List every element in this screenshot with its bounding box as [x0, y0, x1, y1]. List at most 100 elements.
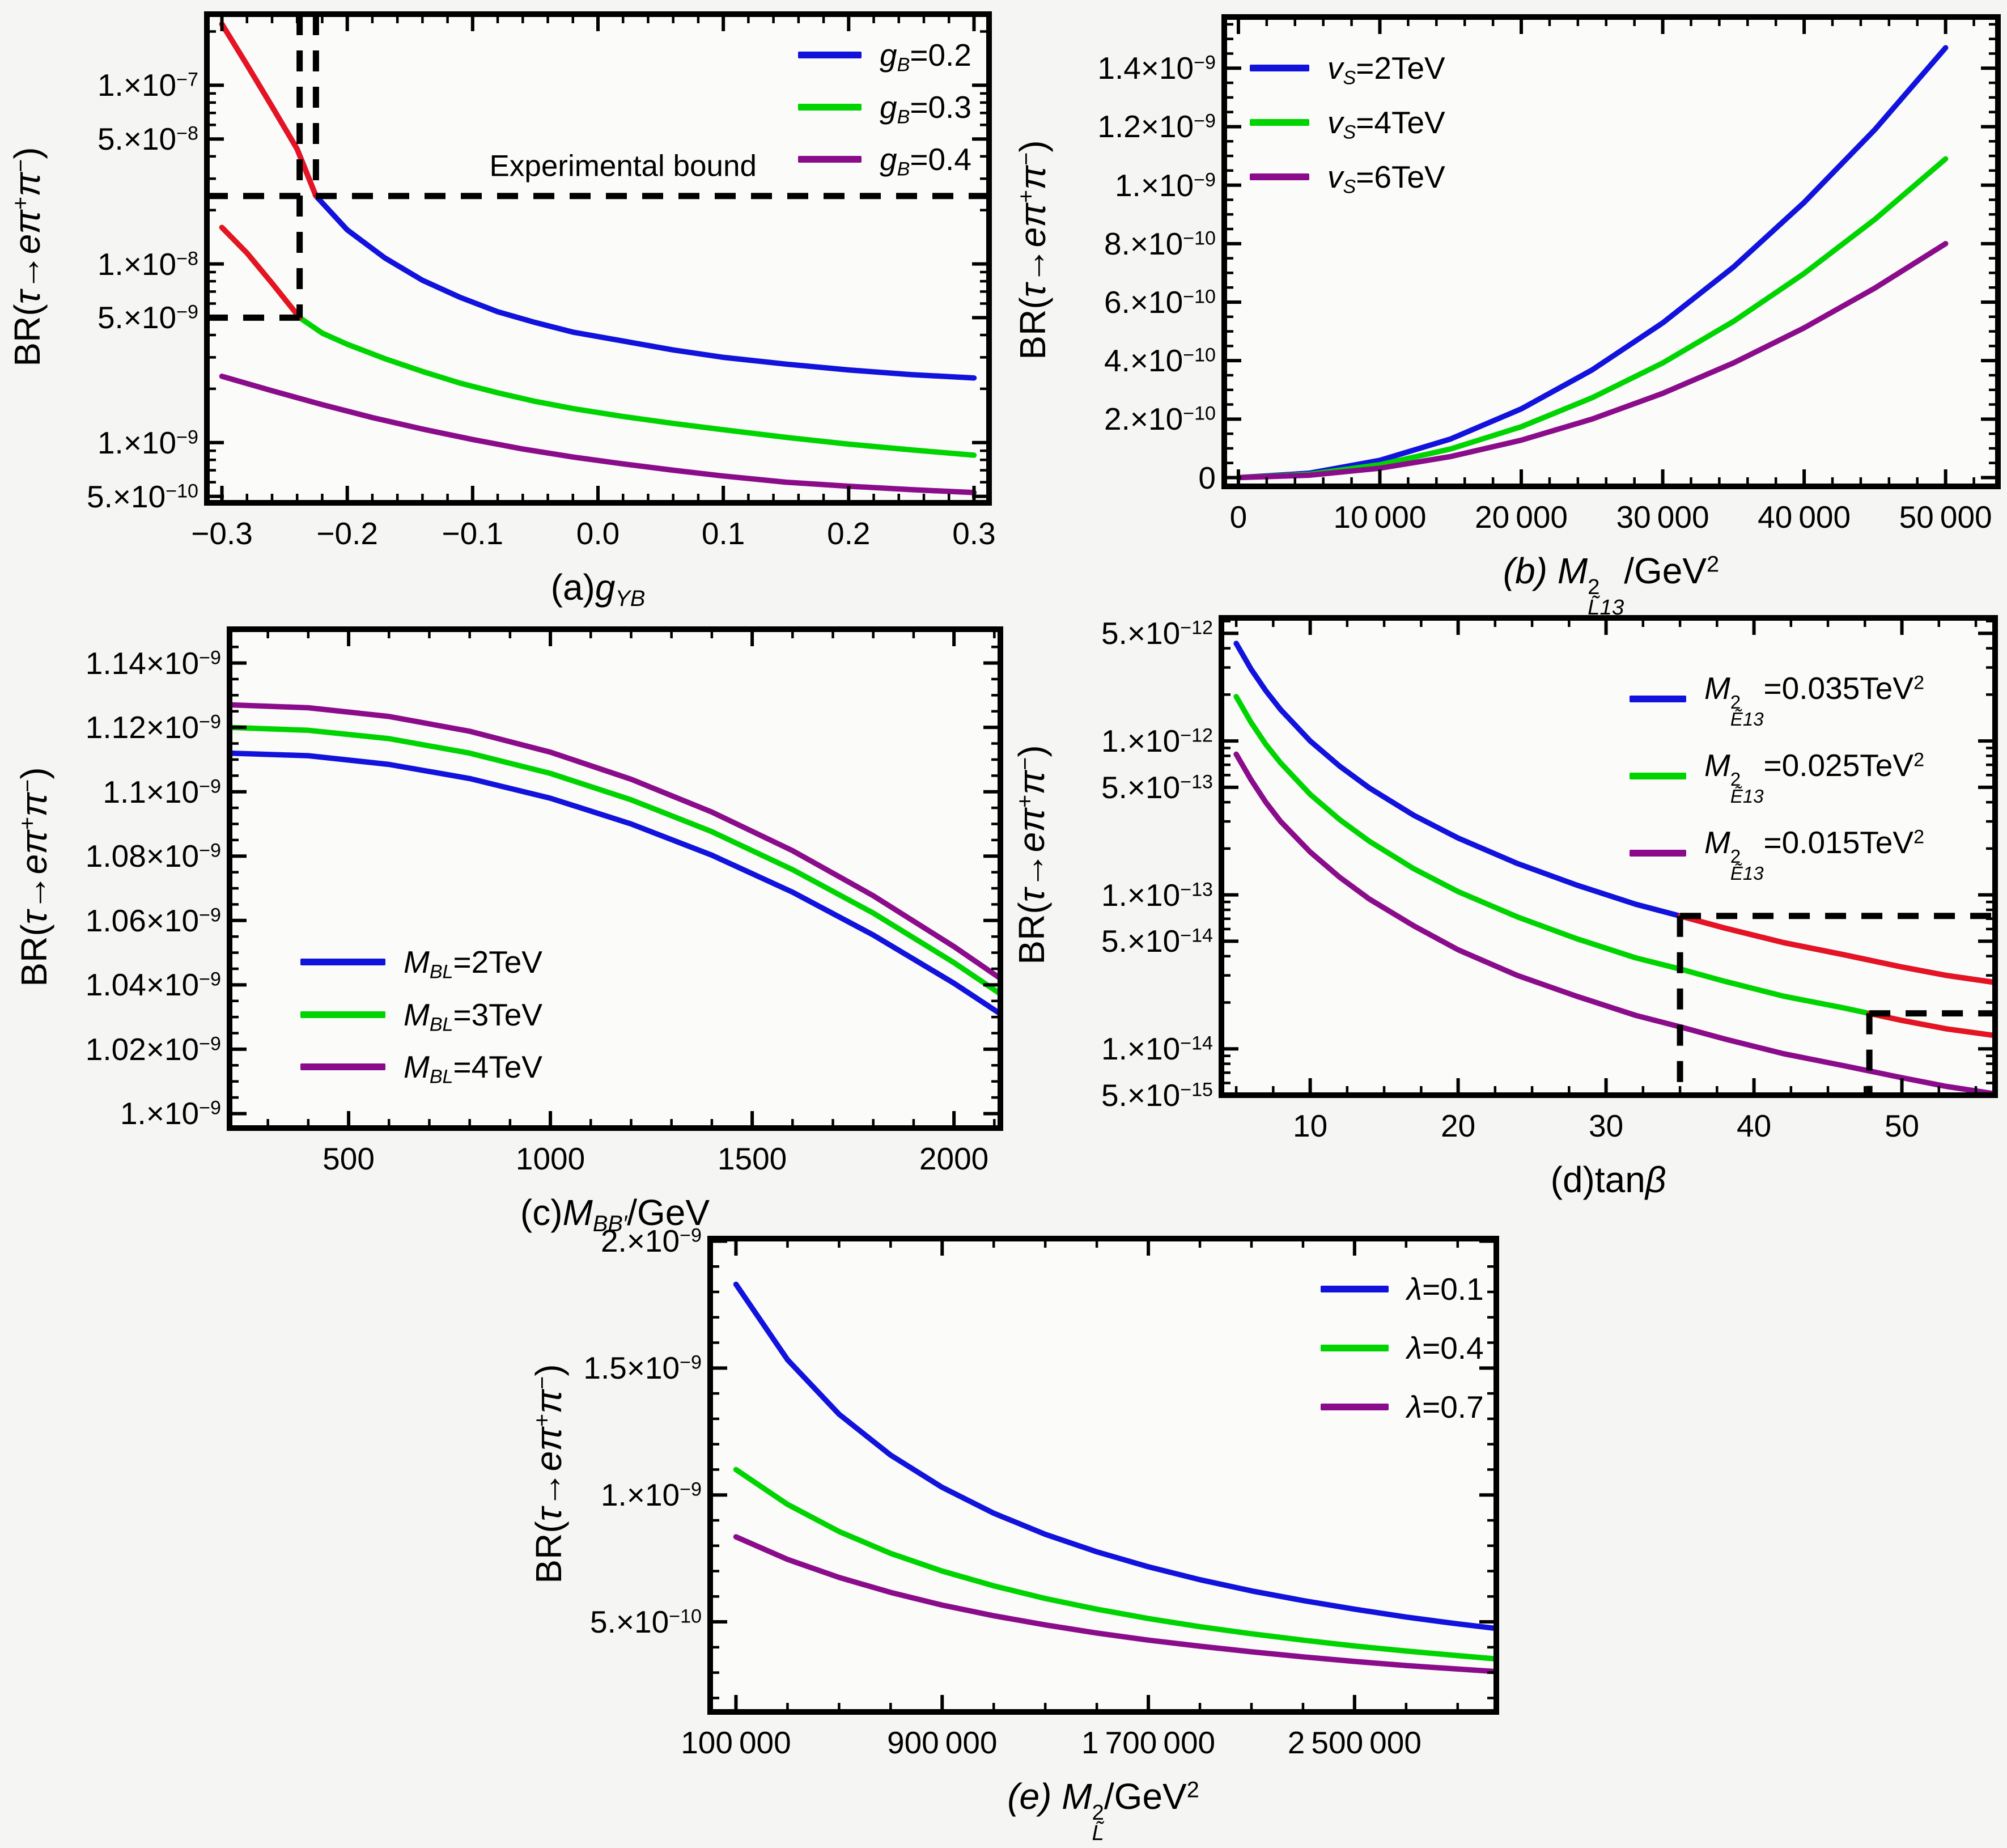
plot-a: [204, 11, 992, 506]
y-tick-label-c: 1.×10−9: [120, 1096, 221, 1131]
axis-label-x-e: (e) M 2 L̃/GeV2: [1007, 1776, 1199, 1845]
axis-label-x-a: (a)gYB: [550, 567, 646, 612]
plot-b: [1221, 14, 2001, 489]
y-tick-label-a: 1.×10−9: [97, 425, 198, 460]
y-tick-label-c: 1.04×10−9: [85, 967, 221, 1003]
plot-frame-c: [227, 626, 1003, 1131]
plot-frame-b: [1221, 14, 2001, 489]
x-tick-label-e: 100 000: [681, 1725, 791, 1760]
legend-item-e-1: λ=0.4: [1321, 1330, 1484, 1366]
legend-swatch: [1630, 696, 1686, 703]
x-tick-label-e: 1 700 000: [1081, 1725, 1216, 1760]
x-tick-label-b: 20 000: [1475, 499, 1568, 535]
legend-item-c-0: MBL=2TeV: [300, 944, 542, 982]
y-tick-label-b: 4.×10−10: [1104, 343, 1216, 379]
y-tick-label-a: 1.×10−7: [97, 67, 198, 103]
y-tick-label-b: 0: [1198, 460, 1216, 495]
series-lambda-0.4: [733, 1466, 1494, 1661]
y-tick-label-e: 1.×10−9: [600, 1477, 702, 1513]
y-tick-label-c: 1.1×10−9: [103, 774, 221, 809]
legend-label: vS=4TeV: [1327, 105, 1445, 143]
legend-swatch: [1321, 1345, 1389, 1351]
plot-e: [707, 1236, 1499, 1715]
legend-label: gB=0.4: [880, 142, 971, 180]
axis-label-x-b: (b) M 2 L̃13/GeV2: [1503, 550, 1720, 620]
x-tick-label-b: 40 000: [1758, 499, 1851, 535]
y-tick-label-c: 1.02×10−9: [85, 1031, 221, 1067]
y-tick-label-a: 1.×10−8: [97, 246, 198, 282]
series-vS-2TeV: [1236, 45, 1949, 481]
legend-label: λ=0.7: [1407, 1389, 1484, 1425]
legend-label: gB=0.3: [880, 90, 971, 128]
legend-label: M 2 Ẽ13 =0.035TeV2: [1704, 671, 1925, 730]
series-MBL-3TeV: [232, 724, 998, 996]
annotation-experimental-bound: Experimental bound: [489, 149, 757, 183]
legend-swatch: [1250, 65, 1309, 71]
x-tick-label-c: 2000: [919, 1141, 989, 1176]
axis-label-y-e: BR(τ→eπ+π−): [528, 1363, 569, 1584]
y-tick-label-d: 5.×10−14: [1101, 923, 1213, 959]
y-tick-label-d: 5.×10−12: [1101, 616, 1213, 651]
y-tick-label-d: 1.×10−13: [1101, 877, 1213, 913]
series-lambda-0.7: [733, 1534, 1494, 1675]
x-tick-label-a: −0.3: [191, 516, 253, 551]
legend-label: MBL=3TeV: [404, 997, 542, 1036]
legend-label: M 2 Ẽ13 =0.015TeV2: [1704, 825, 1925, 884]
x-tick-label-c: 500: [323, 1141, 375, 1176]
legend-swatch: [1250, 119, 1309, 126]
legend-swatch: [798, 156, 862, 163]
axis-label-x-c: (c)MBB′/GeV: [520, 1192, 710, 1237]
legend-item-b-0: vS=2TeV: [1250, 50, 1445, 89]
legend-label: λ=0.1: [1407, 1271, 1484, 1307]
series-ME13-0.035-excluded: [1677, 913, 1993, 985]
legend-item-c-2: MBL=4TeV: [300, 1049, 542, 1088]
plot-c: [227, 626, 1003, 1131]
y-tick-label-e: 2.×10−9: [600, 1223, 702, 1259]
legend-item-d-0: M 2 Ẽ13 =0.035TeV2: [1630, 670, 1924, 728]
legend-item-a-0: gB=0.2: [798, 37, 971, 76]
y-tick-label-c: 1.08×10−9: [85, 838, 221, 874]
series-vS-6TeV: [1236, 241, 1949, 481]
legend-item-c-1: MBL=3TeV: [300, 997, 542, 1036]
x-tick-label-b: 30 000: [1616, 499, 1709, 535]
legend-item-b-1: vS=4TeV: [1250, 104, 1445, 143]
y-tick-label-e: 1.5×10−9: [583, 1350, 702, 1386]
y-tick-label-d: 1.×10−14: [1101, 1031, 1213, 1067]
y-tick-label-d: 5.×10−15: [1101, 1078, 1213, 1113]
series-MBL-2TeV: [232, 750, 998, 1016]
axis-label-y-b: BR(τ→eπ+π−): [1012, 140, 1053, 360]
series-ME13-0.015: [1233, 751, 1993, 1093]
y-tick-label-b: 2.×10−10: [1104, 401, 1216, 437]
y-tick-label-c: 1.12×10−9: [85, 710, 221, 745]
legend-item-a-2: gB=0.4: [798, 141, 971, 180]
x-tick-label-a: −0.2: [316, 516, 378, 551]
x-tick-label-c: 1000: [515, 1141, 585, 1176]
plot-frame-d: [1219, 615, 1998, 1098]
legend-swatch: [300, 1063, 385, 1070]
x-tick-label-a: 0.2: [827, 516, 871, 551]
series-ME13-0.025: [1233, 694, 1993, 1039]
y-tick-label-b: 6.×10−10: [1104, 284, 1216, 320]
axis-label-x-d: (d)tanβ: [1550, 1159, 1666, 1200]
legend-item-a-1: gB=0.3: [798, 89, 971, 128]
plot-area-a: [207, 14, 989, 503]
series-ME13-0.025-excluded: [1866, 1010, 1993, 1039]
plot-area-d: [1221, 618, 1995, 1095]
y-tick-label-b: 1.4×10−9: [1097, 50, 1216, 86]
axis-label-y-d: BR(τ→eπ+π−): [1011, 745, 1052, 965]
x-tick-label-d: 30: [1588, 1108, 1624, 1143]
series-MBL-4TeV: [232, 702, 998, 981]
x-tick-label-a: 0.1: [701, 516, 745, 551]
legend-label: vS=2TeV: [1327, 50, 1445, 89]
legend-swatch: [1250, 173, 1309, 180]
legend-swatch: [798, 104, 862, 111]
x-tick-label-d: 40: [1736, 1108, 1772, 1143]
legend-label: gB=0.2: [880, 37, 971, 76]
legend-label: M 2 Ẽ13 =0.025TeV2: [1704, 748, 1925, 807]
legend-item-d-1: M 2 Ẽ13 =0.025TeV2: [1630, 747, 1925, 807]
legend-label: MBL=4TeV: [404, 1049, 542, 1088]
plot-d: [1219, 615, 1998, 1098]
y-tick-label-d: 5.×10−13: [1101, 769, 1213, 805]
